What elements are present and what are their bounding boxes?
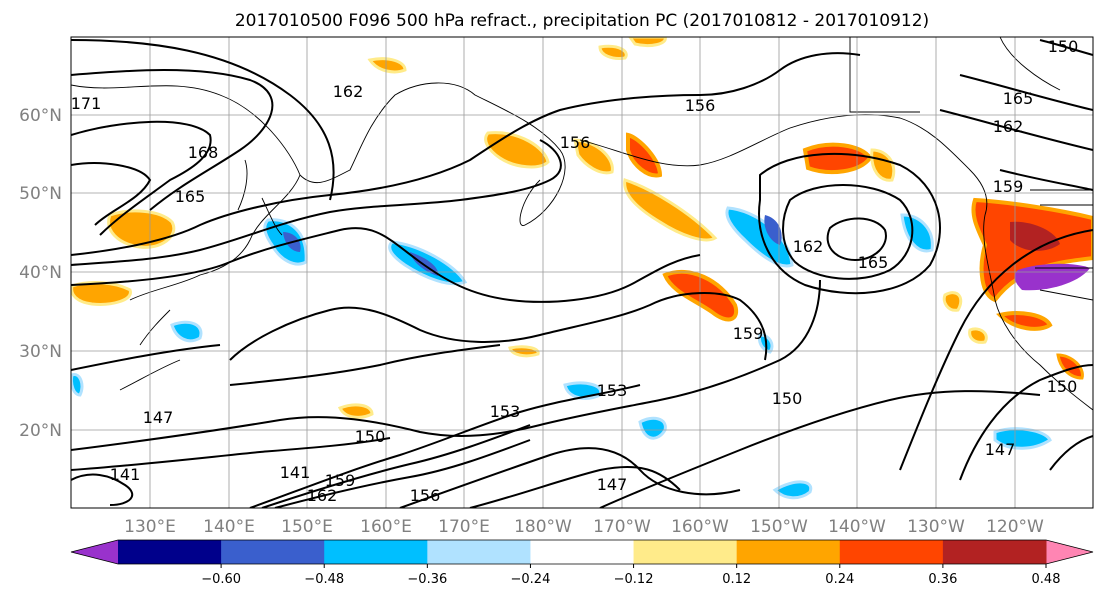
shade-patch — [900, 213, 934, 253]
contour-labels: 171 162 156 156 168 165 165 162 159 162 … — [71, 37, 1079, 505]
contour-label: 147 — [143, 408, 174, 427]
contour-label: 147 — [597, 475, 628, 494]
contour-label: 153 — [597, 381, 628, 400]
colorbar-box — [633, 540, 738, 564]
shade-patch — [263, 218, 308, 266]
shade-patch — [628, 37, 667, 48]
refractivity-contours — [71, 39, 1093, 508]
contour-label: 156 — [685, 96, 716, 115]
shade-patch — [772, 480, 813, 500]
latitude-labels: 60°N 50°N 40°N 30°N 20°N — [19, 106, 62, 441]
lon-label: 130°E — [124, 517, 176, 537]
shade-patch — [1014, 263, 1090, 291]
shade-patch — [170, 320, 203, 343]
contour-label: 150 — [355, 427, 386, 446]
colorbar-box — [221, 540, 325, 564]
shade-patch — [598, 44, 628, 60]
map-frame — [70, 36, 1094, 509]
shade-patch — [993, 427, 1052, 450]
colorbar-box — [942, 540, 1047, 564]
colorbar: −0.60 −0.48 −0.36 −0.24 −0.12 0.12 0.24 0.36 0.4… — [70, 539, 1094, 587]
contour-label: 159 — [733, 324, 764, 343]
shade-patch — [802, 142, 873, 175]
lon-label: 120°W — [986, 517, 1044, 537]
colorbar-extend-max — [1046, 540, 1093, 564]
colorbar-extend-min — [71, 540, 118, 564]
longitude-labels: 130°E 140°E 150°E 160°E 170°E 180°W 170°… — [124, 517, 1044, 537]
lon-label: 160°W — [671, 517, 729, 537]
shade-patch — [1056, 353, 1084, 380]
contour-label: 165 — [175, 187, 206, 206]
shade-patch — [107, 209, 176, 249]
contour-label: 147 — [985, 440, 1016, 459]
colorbar-tick-label: −0.24 — [511, 572, 551, 587]
contour-label: 141 — [280, 463, 311, 482]
lon-label: 180°W — [514, 517, 572, 537]
shade-patch — [662, 269, 739, 322]
colorbar-box — [324, 540, 428, 564]
colorbar-tick-label: −0.60 — [201, 572, 241, 587]
lat-label: 60°N — [19, 106, 62, 126]
gridlines — [71, 37, 1093, 508]
contour-label: 159 — [993, 177, 1024, 196]
contour-label: 156 — [560, 133, 591, 152]
contour-label: 153 — [490, 402, 521, 421]
colorbar-tick-label: −0.12 — [614, 572, 654, 587]
shade-patch — [942, 291, 963, 312]
colorbar-outline — [70, 539, 1094, 565]
contour-label: 165 — [1003, 89, 1034, 108]
contour-label: 162 — [307, 486, 338, 505]
colorbar-box — [530, 540, 635, 564]
lon-label: 160°E — [360, 517, 412, 537]
map-title: 2017010500 F096 500 hPa refract., precip… — [235, 11, 929, 31]
colorbar-box — [839, 540, 944, 564]
lat-label: 50°N — [19, 184, 62, 204]
shade-patch — [968, 327, 988, 344]
shade-patch — [71, 281, 132, 306]
shade-patch — [870, 148, 896, 182]
map-panel: 171 162 156 156 168 165 165 162 159 162 … — [70, 36, 1094, 509]
colorbar-tick-label: 0.48 — [1032, 572, 1061, 587]
colorbar-tick-label: −0.36 — [407, 572, 447, 587]
contour-label: 159 — [325, 471, 356, 490]
lon-label: 150°E — [281, 517, 333, 537]
contour-label: 141 — [110, 465, 141, 484]
contour-label: 162 — [793, 237, 824, 256]
colorbar-tick-label: 0.36 — [928, 572, 957, 587]
colorbar-box — [118, 540, 222, 564]
contour-label: 171 — [71, 94, 102, 113]
lat-label: 30°N — [19, 342, 62, 362]
shade-patch — [764, 215, 782, 245]
contour-label: 162 — [333, 82, 364, 101]
shade-patch — [573, 138, 614, 175]
lat-label: 20°N — [19, 421, 62, 441]
lat-label: 40°N — [19, 263, 62, 283]
shade-patch — [484, 131, 550, 169]
shade-patch — [337, 403, 374, 419]
contour-label: 165 — [858, 253, 889, 272]
lon-label: 140°E — [203, 517, 255, 537]
contour-label: 162 — [993, 117, 1024, 136]
map-background — [71, 37, 1093, 508]
lon-label: 140°W — [828, 517, 886, 537]
contour-label: 168 — [188, 143, 219, 162]
lon-label: 130°W — [907, 517, 965, 537]
lon-label: 150°W — [750, 517, 808, 537]
colorbar-tick-label: −0.48 — [304, 572, 344, 587]
contour-label: 150 — [1047, 377, 1078, 396]
colorbar-tick-label: 0.12 — [722, 572, 751, 587]
colorbar-tick-label: 0.24 — [825, 572, 854, 587]
shade-patch — [71, 373, 84, 397]
lon-label: 170°W — [593, 517, 651, 537]
colorbar-box — [736, 540, 841, 564]
contour-label: 150 — [1048, 37, 1079, 56]
colorbar-box — [427, 540, 531, 564]
lon-label: 170°E — [438, 517, 490, 537]
shade-patch — [626, 132, 663, 178]
shade-patch — [623, 178, 718, 242]
contour-label: 150 — [772, 389, 803, 408]
contour-label: 156 — [410, 486, 441, 505]
